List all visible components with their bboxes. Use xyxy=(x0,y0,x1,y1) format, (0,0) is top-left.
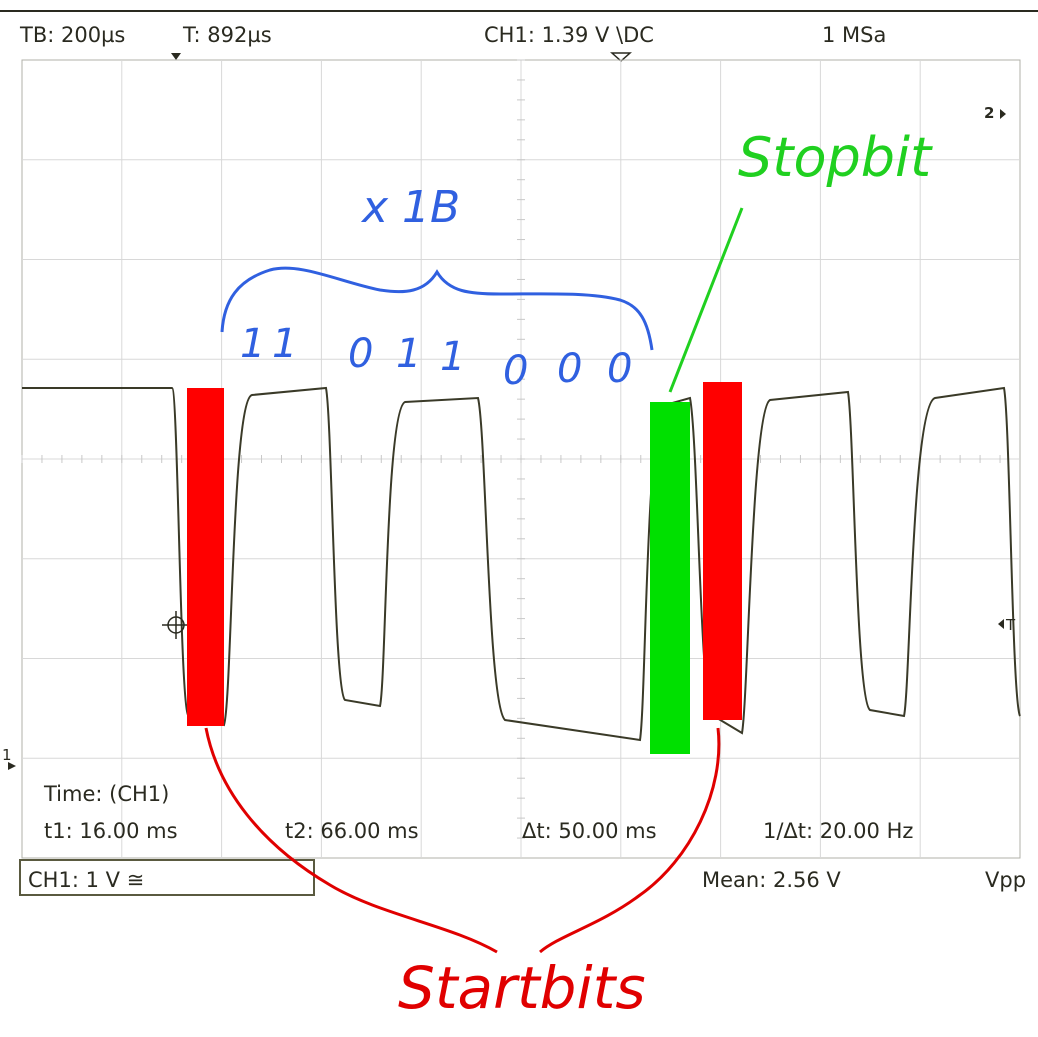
trigger-time-label: T: 892µs xyxy=(182,23,272,47)
measurement-frequency: 1/Δt: 20.00 Hz xyxy=(763,819,913,843)
bit-value: 1 xyxy=(396,331,421,377)
channel-scale-label: CH1: 1 V ≅ xyxy=(28,868,144,892)
channel-setting-label: CH1: 1.39 V \DC xyxy=(484,23,654,47)
measurement-t1: t1: 16.00 ms xyxy=(44,819,178,843)
sample-rate-label: 1 MSa xyxy=(822,23,886,47)
bit-value: 1 xyxy=(440,334,465,380)
ch2-marker-arrow-icon xyxy=(1000,109,1006,119)
vpp-measurement: Vpp xyxy=(985,868,1026,892)
bit-value: 0 xyxy=(607,346,632,392)
ch1-ground-marker: 1 xyxy=(2,746,12,764)
measurement-title: Time: (CH1) xyxy=(43,782,169,806)
bit-value: 0 xyxy=(348,331,373,377)
ch1-waveform-trace xyxy=(22,386,1021,742)
bit-value: 0 xyxy=(503,348,528,394)
trigger-marker-arrow-icon xyxy=(998,619,1004,629)
trigger-level-marker-icon xyxy=(610,52,632,63)
bit-value: 0 xyxy=(557,346,582,392)
startbit-pointer-line-left xyxy=(204,727,498,954)
ch2-marker: 2 xyxy=(984,104,994,122)
mean-measurement: Mean: 2.56 V xyxy=(702,868,841,892)
startbit-highlight xyxy=(187,388,224,726)
channel-scale-box[interactable] xyxy=(19,859,315,896)
ch1-ground-arrow-icon xyxy=(8,762,16,770)
trigger-position-marker-icon xyxy=(171,53,181,60)
startbits-label: Startbits xyxy=(398,954,646,1022)
byte-brace xyxy=(220,266,654,351)
bit-value: 1 xyxy=(272,321,297,367)
measurement-delta-t: Δt: 50.00 ms xyxy=(522,819,657,843)
timebase-label: TB: 200µs xyxy=(19,23,125,47)
byte-label: x 1B xyxy=(360,182,460,233)
bit-values: 1 1 0 1 1 0 0 0 xyxy=(240,321,632,394)
measurement-t2: t2: 66.00 ms xyxy=(285,819,419,843)
bit-value: 1 xyxy=(240,321,265,367)
startbit-pointer-line-right xyxy=(539,727,721,954)
trigger-marker: T xyxy=(1005,616,1016,634)
stopbit-label: Stopbit xyxy=(738,126,933,189)
startbit-highlight xyxy=(703,382,742,720)
cursor-crosshair-icon xyxy=(162,611,190,639)
stopbit-highlight xyxy=(650,402,690,754)
stopbit-pointer-line xyxy=(668,207,744,393)
